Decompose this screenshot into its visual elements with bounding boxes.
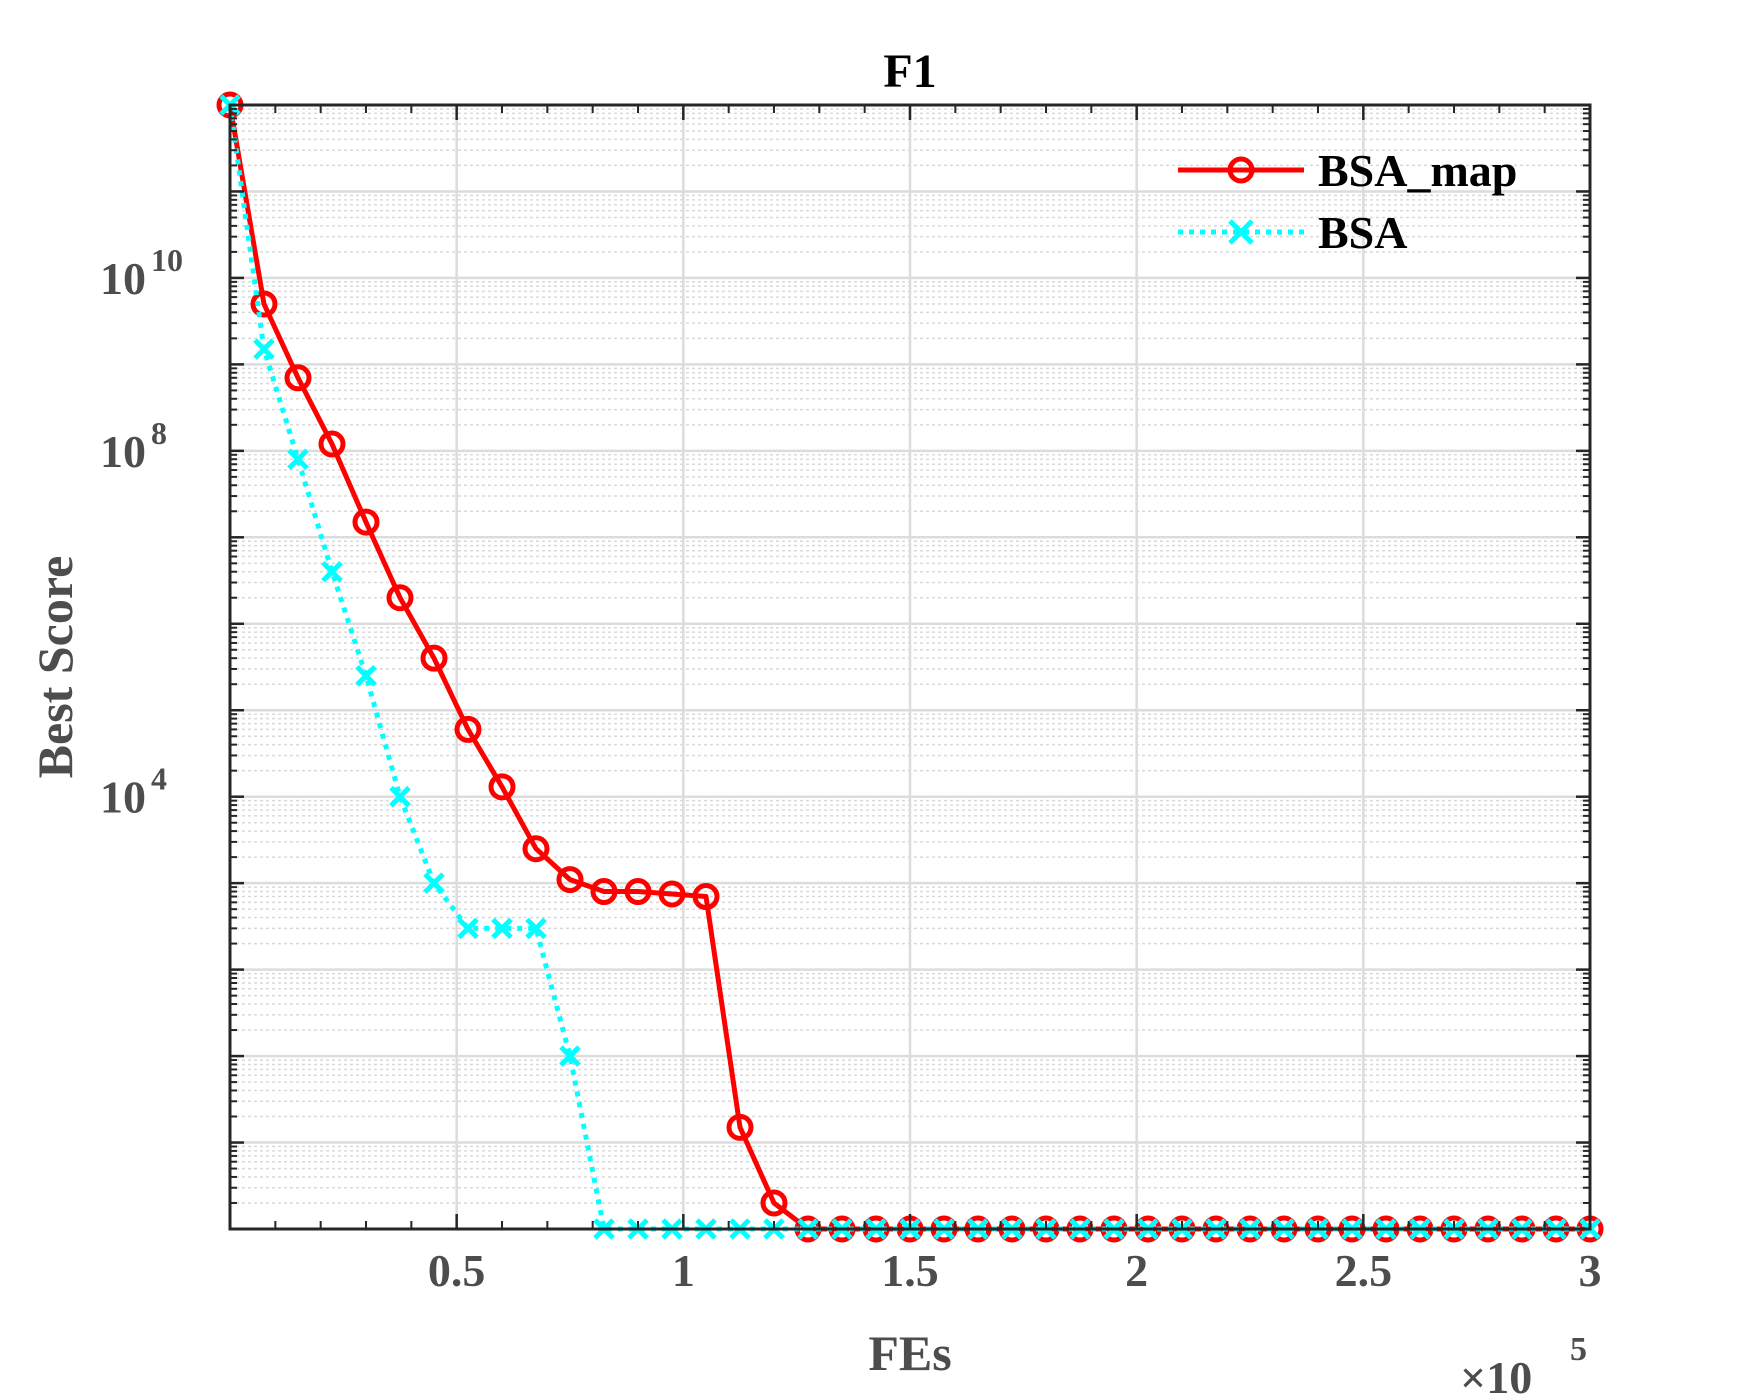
data-point-bsa: [525, 917, 547, 940]
data-point-bsa: [423, 872, 445, 894]
data-point-stroke: [491, 917, 513, 940]
data-point-bsa-map: [488, 773, 516, 801]
x-tick-label: 0.5: [428, 1245, 486, 1296]
y-tick-label-exponent: 10: [151, 242, 183, 278]
x-tick-label: 1: [672, 1245, 695, 1296]
x-tick-label: 3: [1579, 1245, 1602, 1296]
y-tick-label-base: 10: [100, 426, 146, 477]
data-point-stroke: [423, 872, 445, 894]
data-point-stroke: [525, 917, 547, 940]
data-point-bsa: [389, 785, 411, 808]
x-axis-label: FEs: [868, 1325, 951, 1381]
data-point-bsa-map: [284, 364, 312, 392]
data-point-bsa-map: [556, 866, 584, 894]
legend-label-bsa: BSA: [1318, 207, 1407, 258]
x-tick-label: 2.5: [1335, 1245, 1393, 1296]
y-axis-label: Best Score: [27, 556, 83, 779]
data-point-bsa-map: [318, 430, 346, 458]
data-point-bsa-map: [658, 880, 686, 908]
y-tick-label: 10 4: [100, 761, 167, 823]
data-point-bsa-map: [386, 584, 414, 612]
data-point-bsa-map: [590, 878, 618, 906]
data-point-stroke: [457, 917, 479, 940]
data-point-bsa-map: [522, 835, 550, 863]
y-tick-label-base: 10: [100, 772, 146, 823]
data-point-stroke: [287, 448, 309, 470]
y-tick-label-exponent: 8: [151, 415, 167, 451]
ticks: 0.5 1 1.5 2 2.5 310 410 810 10: [100, 105, 1602, 1296]
y-tick-label-base: 10: [100, 253, 146, 304]
data-point-bsa: [457, 917, 479, 940]
y-tick-label: 10 8: [100, 415, 167, 477]
x-exponent-power: 5: [1570, 1331, 1587, 1368]
data-point-stroke: [253, 338, 275, 360]
legend-label-bsa-map: BSA_map: [1318, 145, 1517, 196]
chart-title: F1: [883, 45, 936, 98]
data-point-stroke: [321, 560, 343, 583]
data-point-bsa: [491, 917, 513, 940]
data-point-bsa-map: [624, 878, 652, 906]
legend-marker-bsa-map: [1227, 156, 1255, 184]
y-tick-label-exponent: 4: [151, 761, 167, 797]
y-tick-label: 10 10: [100, 242, 183, 304]
data-point-bsa: [321, 560, 343, 583]
data-point-bsa-map: [692, 883, 720, 911]
data-point-bsa-map: [726, 1113, 754, 1141]
data-point-stroke: [389, 785, 411, 808]
data-point-bsa-map: [760, 1189, 788, 1217]
legend-marker-bsa: [1228, 219, 1254, 245]
data-point-bsa-map: [250, 290, 278, 318]
data-point-bsa: [287, 448, 309, 470]
x-exponent: ×10 5: [1460, 1331, 1587, 1400]
data-point-bsa-map: [352, 508, 380, 536]
data-point-stroke: [355, 665, 377, 687]
x-exponent-base: ×10: [1460, 1352, 1532, 1400]
x-tick-label: 1.5: [881, 1245, 939, 1296]
legend: BSA_map BSA: [1178, 145, 1517, 258]
data-point-bsa: [559, 1045, 581, 1067]
data-point-bsa-map: [420, 644, 448, 672]
data-point-stroke: [559, 1045, 581, 1067]
data-point-bsa: [355, 665, 377, 687]
data-point-bsa: [253, 338, 275, 360]
data-point-bsa-map: [454, 715, 482, 743]
x-tick-label: 2: [1125, 1245, 1148, 1296]
